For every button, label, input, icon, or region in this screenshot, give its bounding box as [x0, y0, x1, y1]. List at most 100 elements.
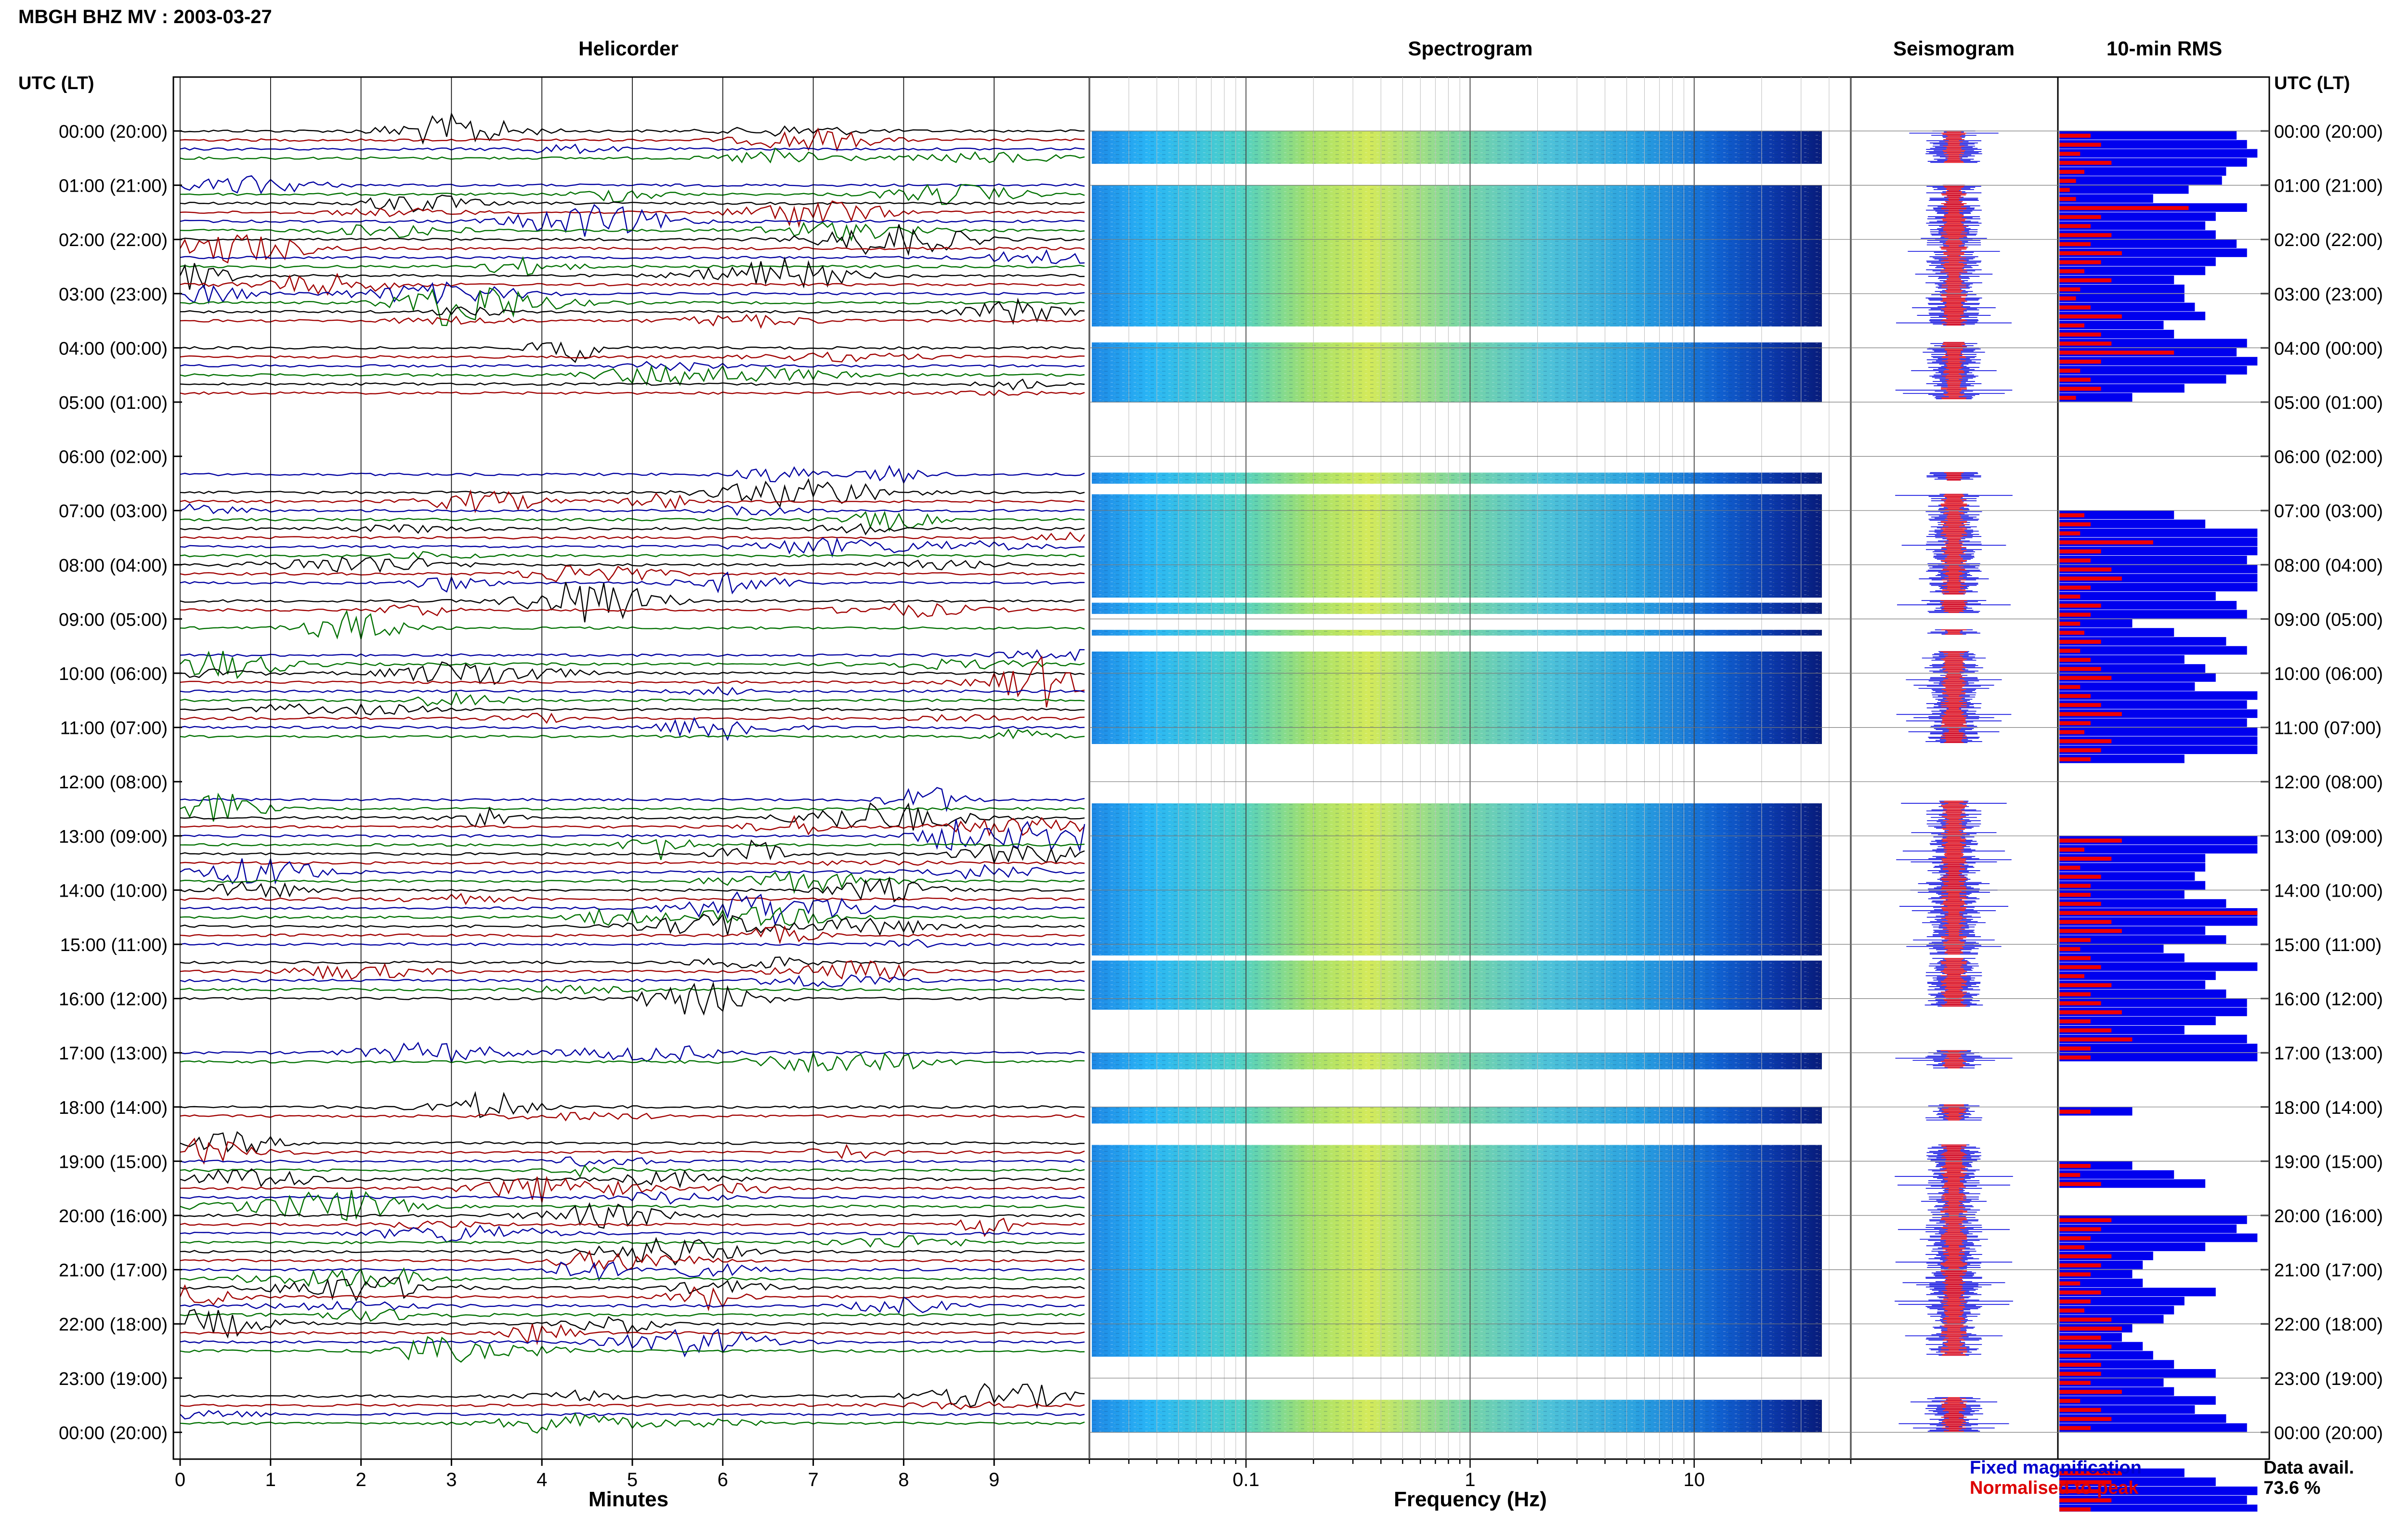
rms-fixed-bar — [2059, 131, 2237, 140]
spectrogram-texture — [1092, 554, 1822, 560]
rms-normalised-bar — [2059, 658, 2091, 662]
rms-fixed-bar — [2059, 556, 2247, 564]
spectrogram-texture — [1092, 570, 1822, 576]
time-label-left: 03:00 (23:00) — [59, 285, 168, 305]
spectrogram-texture — [1092, 277, 1822, 283]
spectrogram-texture — [1092, 1112, 1822, 1118]
spectrogram-texture — [1092, 727, 1822, 733]
spectrogram-texture — [1092, 608, 1822, 614]
rms-normalised-bar — [2059, 992, 2091, 996]
spectrogram-texture — [1092, 1340, 1822, 1346]
rms-fixed-bar — [2059, 365, 2247, 375]
spectrogram-texture — [1092, 917, 1822, 923]
rms-fixed-bar — [2059, 863, 2206, 872]
spectrogram-texture — [1092, 1150, 1822, 1156]
spectrogram-texture — [1092, 717, 1822, 722]
rms-fixed-bar — [2059, 935, 2226, 944]
rms-fixed-bar — [2059, 1017, 2216, 1025]
spectrogram-texture — [1092, 602, 1822, 609]
spectrogram-texture — [1092, 136, 1822, 143]
minute-tick-label: 4 — [537, 1469, 547, 1490]
rms-normalised-bar — [2059, 1182, 2101, 1186]
rms-normalised-bar — [2059, 857, 2112, 861]
spectrogram-texture — [1092, 548, 1822, 554]
rms-normalised-bar — [2059, 613, 2091, 617]
rms-fixed-bar — [2059, 375, 2226, 384]
time-label-left: 05:00 (01:00) — [59, 393, 168, 413]
spectrogram-texture — [1092, 722, 1822, 728]
spectrogram-texture — [1092, 1345, 1822, 1352]
rms-normalised-bar — [2059, 938, 2091, 942]
rms-normalised-bar — [2059, 1498, 2112, 1502]
rms-normalised-bar — [2059, 359, 2101, 364]
spectrogram-texture — [1092, 738, 1822, 744]
rms-normalised-bar — [2059, 387, 2101, 391]
rms-normalised-bar — [2059, 884, 2091, 888]
spectrogram-texture — [1092, 912, 1822, 918]
spectrogram-texture — [1092, 348, 1822, 354]
spectrogram-texture — [1092, 1004, 1822, 1010]
rms-normalised-bar — [2059, 341, 2112, 346]
rms-normalised-bar — [2059, 1218, 2112, 1222]
rms-normalised-bar — [2059, 1354, 2091, 1358]
rms-fixed-bar — [2059, 592, 2216, 600]
rms-normalised-bar — [2059, 242, 2091, 247]
spectrogram-texture — [1092, 1145, 1822, 1151]
rms-fixed-bar — [2059, 149, 2258, 158]
rms-fixed-bar — [2059, 1053, 2258, 1061]
time-label-right: 23:00 (19:00) — [2274, 1369, 2383, 1389]
spectrogram-texture — [1092, 1215, 1822, 1221]
spectrogram-texture — [1092, 283, 1822, 289]
rms-normalised-bar — [2059, 730, 2084, 734]
time-label-right: 15:00 (11:00) — [2274, 935, 2382, 955]
spectrogram-texture — [1092, 847, 1822, 853]
rms-normalised-bar — [2059, 197, 2076, 201]
time-label-left: 00:00 (20:00) — [59, 1423, 168, 1443]
data-avail-value: 73.6 % — [2264, 1478, 2320, 1498]
rms-normalised-bar — [2059, 1254, 2112, 1259]
time-label-left: 10:00 (06:00) — [59, 664, 168, 684]
spectrogram-texture — [1092, 358, 1822, 365]
rms-normalised-bar — [2059, 179, 2076, 183]
spectrogram-texture — [1092, 852, 1822, 858]
rms-normalised-bar — [2059, 1471, 2122, 1475]
rms-normalised-bar — [2059, 1019, 2091, 1024]
spectrogram-texture — [1092, 1194, 1822, 1200]
rms-normalised-bar — [2059, 233, 2112, 237]
spectrogram-texture — [1092, 1248, 1822, 1254]
spectrogram-texture — [1092, 809, 1822, 815]
rms-normalised-bar — [2059, 513, 2084, 518]
rms-normalised-bar — [2059, 1281, 2081, 1286]
time-label-right: 05:00 (01:00) — [2274, 393, 2383, 413]
spectrogram-texture — [1092, 532, 1822, 538]
rms-normalised-bar — [2059, 395, 2076, 400]
spectrogram-texture — [1092, 1107, 1822, 1113]
spectrogram-texture — [1092, 505, 1822, 511]
rms-normalised-bar — [2059, 540, 2153, 545]
spectrogram-texture — [1092, 1280, 1822, 1286]
spectrogram-texture — [1092, 196, 1822, 202]
rms-fixed-bar — [2059, 357, 2258, 365]
time-label-right: 09:00 (05:00) — [2274, 610, 2383, 630]
rms-normalised-bar — [2059, 1318, 2112, 1322]
spectrogram-texture — [1092, 814, 1822, 820]
spectrogram-texture — [1092, 971, 1822, 978]
spectrogram-texture — [1092, 516, 1822, 522]
spectrogram-texture — [1092, 391, 1822, 397]
seismogram-panel — [1895, 131, 2013, 1432]
spectrogram-texture — [1092, 652, 1822, 657]
time-label-right: 16:00 (12:00) — [2274, 990, 2383, 1010]
spectrogram-texture — [1092, 803, 1822, 809]
spectrogram-texture — [1092, 1275, 1822, 1281]
rms-normalised-bar — [2059, 1010, 2122, 1015]
rms-fixed-bar — [2059, 185, 2189, 194]
spectrogram-texture — [1092, 662, 1822, 668]
spectrogram-texture — [1092, 218, 1822, 224]
spectrogram-texture — [1092, 147, 1822, 153]
time-label-right: 08:00 (04:00) — [2274, 556, 2383, 576]
rms-normalised-bar — [2059, 594, 2081, 599]
rms-fixed-bar — [2059, 393, 2133, 402]
spectrogram-texture — [1092, 868, 1822, 874]
rms-normalised-bar — [2059, 1173, 2081, 1177]
time-label-right: 11:00 (07:00) — [2274, 718, 2382, 739]
